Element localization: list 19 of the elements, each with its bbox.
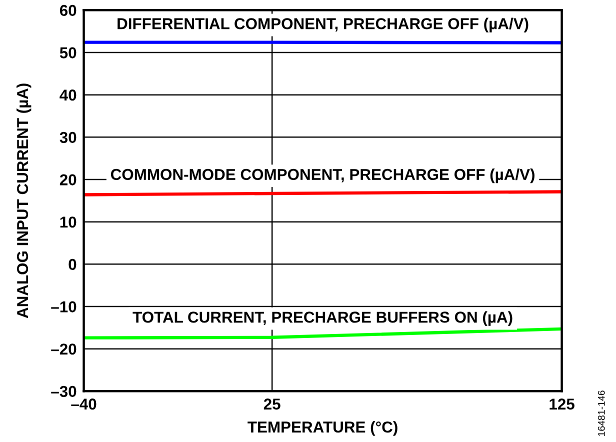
y-tick-label: 60 xyxy=(60,4,76,16)
y-tick-label: –20 xyxy=(51,344,76,355)
x-axis-title: TEMPERATURE (°C) xyxy=(248,421,398,436)
y-axis-title: ANALOG INPUT CURRENT (µA) xyxy=(16,84,32,318)
y-tick-label: 50 xyxy=(60,47,76,58)
y-tick-label: –30 xyxy=(51,386,76,398)
y-tick-label: –10 xyxy=(51,301,76,312)
series-label: TOTAL CURRENT, PRECHARGE BUFFERS ON (µA) xyxy=(132,311,512,326)
series-label: DIFFERENTIAL COMPONENT, PRECHARGE OFF (µA/V) xyxy=(118,18,528,32)
series-label: COMMON-MODE COMPONENT, PRECHARGE OFF (µA/V) xyxy=(110,168,534,184)
y-tick-label: 40 xyxy=(60,90,76,101)
x-tick-label: –40 xyxy=(71,398,96,410)
y-tick-label: 30 xyxy=(60,132,76,144)
text: 16481-146 xyxy=(598,390,605,436)
y-tick-label: 10 xyxy=(60,216,76,228)
x-tick-label: 125 xyxy=(550,398,574,410)
y-tick-label: 0 xyxy=(68,258,76,270)
y-tick-label: 20 xyxy=(60,174,76,186)
x-tick-label: 25 xyxy=(264,398,280,410)
